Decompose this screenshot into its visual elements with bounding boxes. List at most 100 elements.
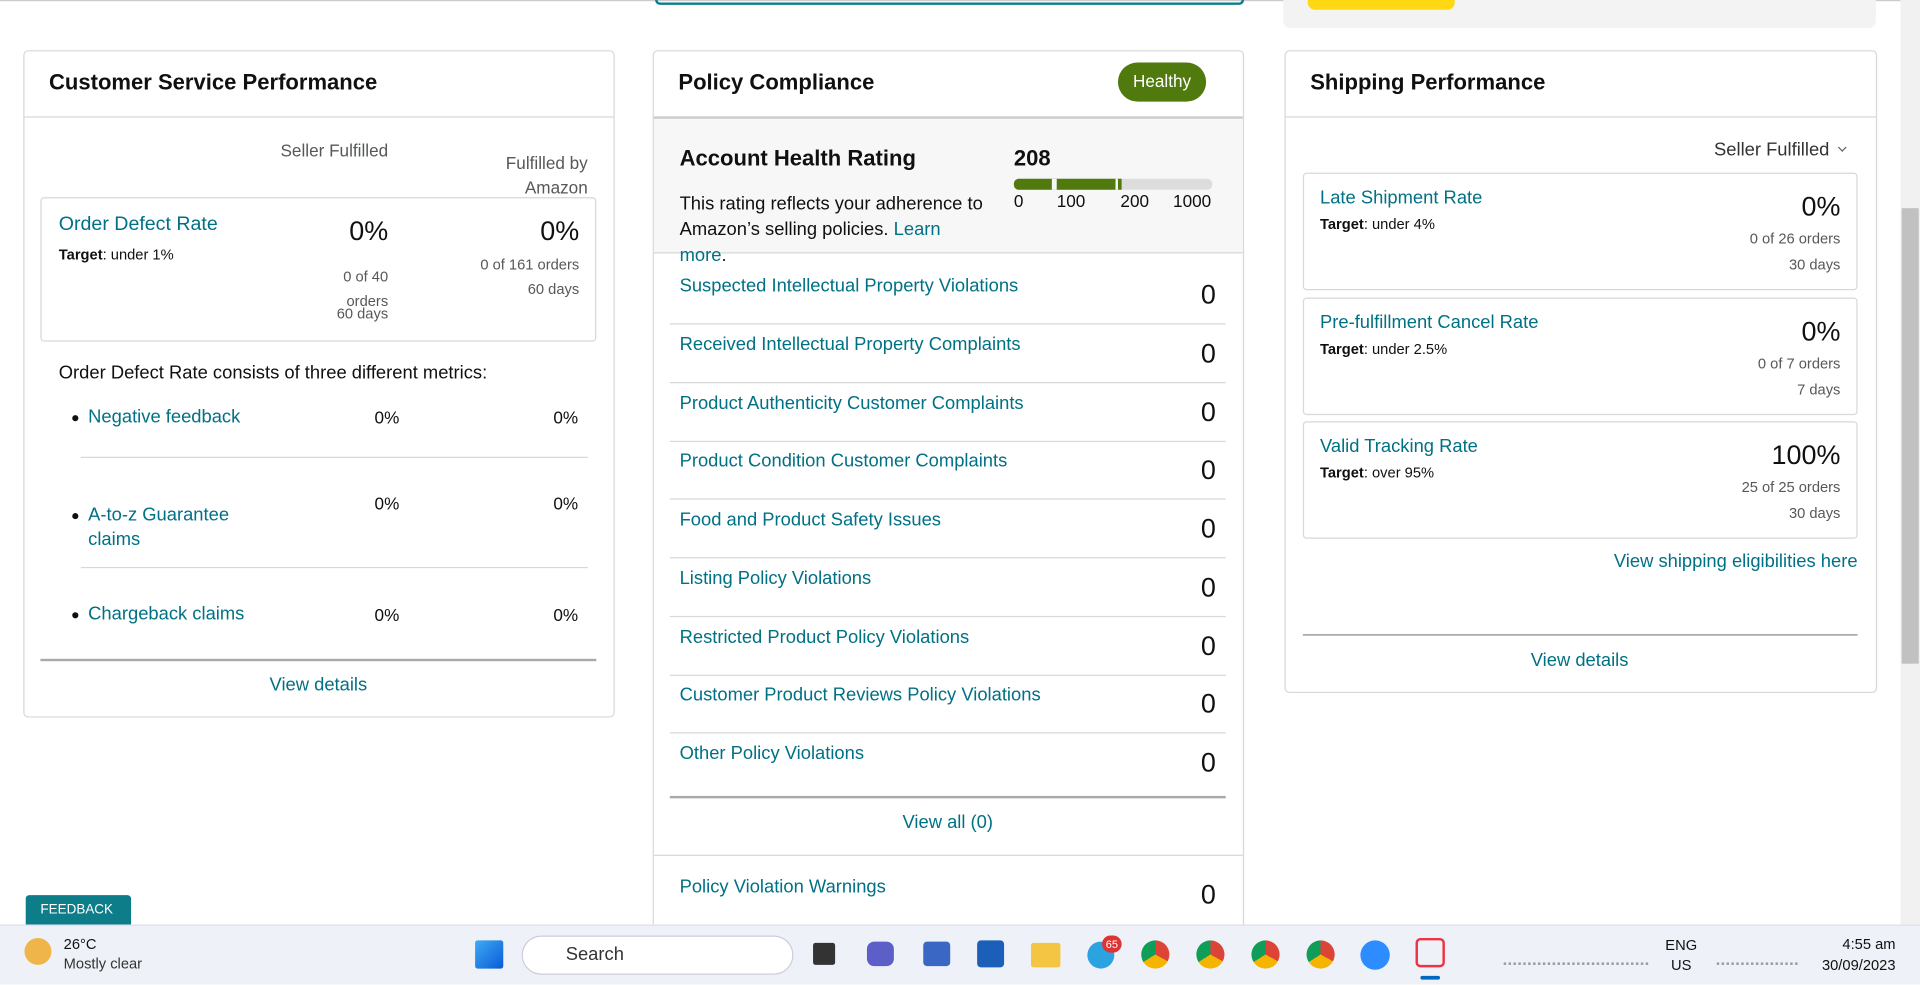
metric-box <box>1302 296 1858 415</box>
count: 0 <box>1200 396 1216 427</box>
rate: 100% <box>1771 439 1841 471</box>
scrollbar-thumb[interactable] <box>1901 208 1919 664</box>
link[interactable]: View details <box>1530 650 1629 672</box>
divider <box>669 498 1226 500</box>
app-icon[interactable] <box>866 941 894 967</box>
start-icon[interactable] <box>475 940 504 969</box>
rating-description: This rating reflects your adherence to A… <box>680 190 989 267</box>
scale-label: 0 <box>1013 190 1024 211</box>
divider <box>669 732 1226 734</box>
count: 0 <box>1200 571 1216 603</box>
app-icon[interactable] <box>1141 940 1170 969</box>
dropdown[interactable]: Seller Fulfilled <box>1714 139 1830 161</box>
policy-link[interactable]: Product Condition Customer Complaints <box>679 450 1008 472</box>
divider <box>1302 634 1858 636</box>
target-text: : under 2.5% <box>1363 339 1448 357</box>
policy-link[interactable]: Customer Product Reviews Policy Violatio… <box>679 684 1041 706</box>
policy-link[interactable]: Food and Product Safety Issues <box>679 509 941 531</box>
metric-link[interactable]: Late Shipment Rate <box>1320 187 1483 209</box>
feedback-tab[interactable] <box>25 895 132 925</box>
search-text[interactable]: Search <box>565 944 624 965</box>
period: 60 days <box>336 304 389 323</box>
policy-link[interactable]: Restricted Product Policy Violations <box>679 626 970 648</box>
policy-link[interactable]: Listing Policy Violations <box>679 567 872 589</box>
search-box[interactable] <box>521 935 794 975</box>
rate: 0% <box>374 407 400 427</box>
metric-box <box>1302 172 1858 291</box>
feedback-label[interactable]: FEEDBACK <box>40 901 114 917</box>
orders: 25 of 25 orders <box>1741 478 1841 496</box>
metric-link[interactable]: Negative feedback <box>88 406 241 428</box>
odr-box <box>40 197 597 342</box>
app-icon[interactable] <box>1306 940 1335 969</box>
bullet <box>72 612 79 619</box>
metric-link[interactable]: Pre-fulfillment Cancel Rate <box>1320 311 1539 333</box>
time: 4:55 am <box>1842 935 1896 953</box>
period: 30 days <box>1788 255 1841 274</box>
divider <box>669 440 1226 442</box>
rate: 0% <box>553 604 579 624</box>
target-text: : under 4% <box>1363 215 1435 233</box>
metric-link[interactable]: Order Defect Rate <box>58 214 218 236</box>
app-icon[interactable] <box>977 940 1005 968</box>
count: 0 <box>1200 879 1216 910</box>
divider <box>1285 116 1876 118</box>
date: 30/09/2023 <box>1821 956 1896 974</box>
divider <box>40 658 597 662</box>
yellow-button[interactable] <box>1307 0 1455 10</box>
weather-icon <box>24 937 52 965</box>
policy-link[interactable]: Policy Violation Warnings <box>679 876 886 898</box>
policy-link[interactable]: Suspected Intellectual Property Violatio… <box>679 275 1019 297</box>
link[interactable]: View all (0) <box>902 811 994 833</box>
policy-link[interactable]: Received Intellectual Property Complaint… <box>679 333 1021 355</box>
bullet <box>72 415 79 422</box>
target-label: Target <box>58 246 103 264</box>
target-text: : under 1% <box>102 246 174 264</box>
scale-label: 200 <box>1120 190 1150 211</box>
score-bar <box>1013 178 1122 190</box>
scale-label: 100 <box>1056 190 1086 211</box>
app-icon[interactable] <box>1251 940 1280 969</box>
weather: Mostly clear <box>63 955 143 973</box>
divider <box>80 456 588 458</box>
tray-icons[interactable] <box>1503 945 1649 965</box>
orders: 0 of 40 orders <box>343 268 389 310</box>
app-icon[interactable] <box>1196 940 1225 969</box>
bullet <box>72 513 79 520</box>
app-icon[interactable] <box>923 941 951 967</box>
period: 7 days <box>1797 380 1841 398</box>
link[interactable]: View details <box>269 674 368 696</box>
metric-link[interactable]: Valid Tracking Rate <box>1320 435 1478 457</box>
period: 60 days <box>527 280 580 298</box>
app-icon[interactable] <box>1360 940 1390 970</box>
target-text: : over 95% <box>1363 464 1435 482</box>
scale-gap <box>1051 178 1057 190</box>
rate: 0% <box>553 492 579 513</box>
divider <box>669 557 1226 559</box>
tray-icons[interactable] <box>1716 945 1798 965</box>
region: US <box>1671 956 1692 974</box>
orders: 0 of 7 orders <box>1757 354 1841 372</box>
description: This rating reflects your adherence to A… <box>679 192 983 240</box>
target-label: Target <box>1320 215 1364 233</box>
badge <box>1117 62 1207 102</box>
rate: 0% <box>553 407 579 427</box>
metric-link[interactable]: A-to-z Guarantee claims <box>88 504 230 550</box>
target: Target: under 1% <box>59 245 174 265</box>
link[interactable]: View shipping eligibilities here <box>1613 551 1858 572</box>
badge-count: 65 <box>1105 937 1118 951</box>
link[interactable]: Learn more <box>679 218 941 266</box>
rate: 0% <box>374 604 400 624</box>
rate: 0% <box>1801 315 1841 346</box>
orders: 0 of 161 orders <box>480 255 580 274</box>
shipping-card <box>1284 50 1878 694</box>
period: 30 days <box>1788 504 1841 522</box>
badge-text: Healthy <box>1132 70 1192 91</box>
orders: 0 of 26 orders <box>1749 230 1841 248</box>
metric-link[interactable]: Chargeback claims <box>88 603 245 625</box>
policy-link[interactable]: Product Authenticity Customer Complaints <box>679 392 1024 414</box>
app-icon[interactable] <box>813 942 836 965</box>
policy-link[interactable]: Other Policy Violations <box>679 743 865 765</box>
app-icon[interactable] <box>1031 942 1061 968</box>
app-icon[interactable] <box>1415 937 1445 968</box>
